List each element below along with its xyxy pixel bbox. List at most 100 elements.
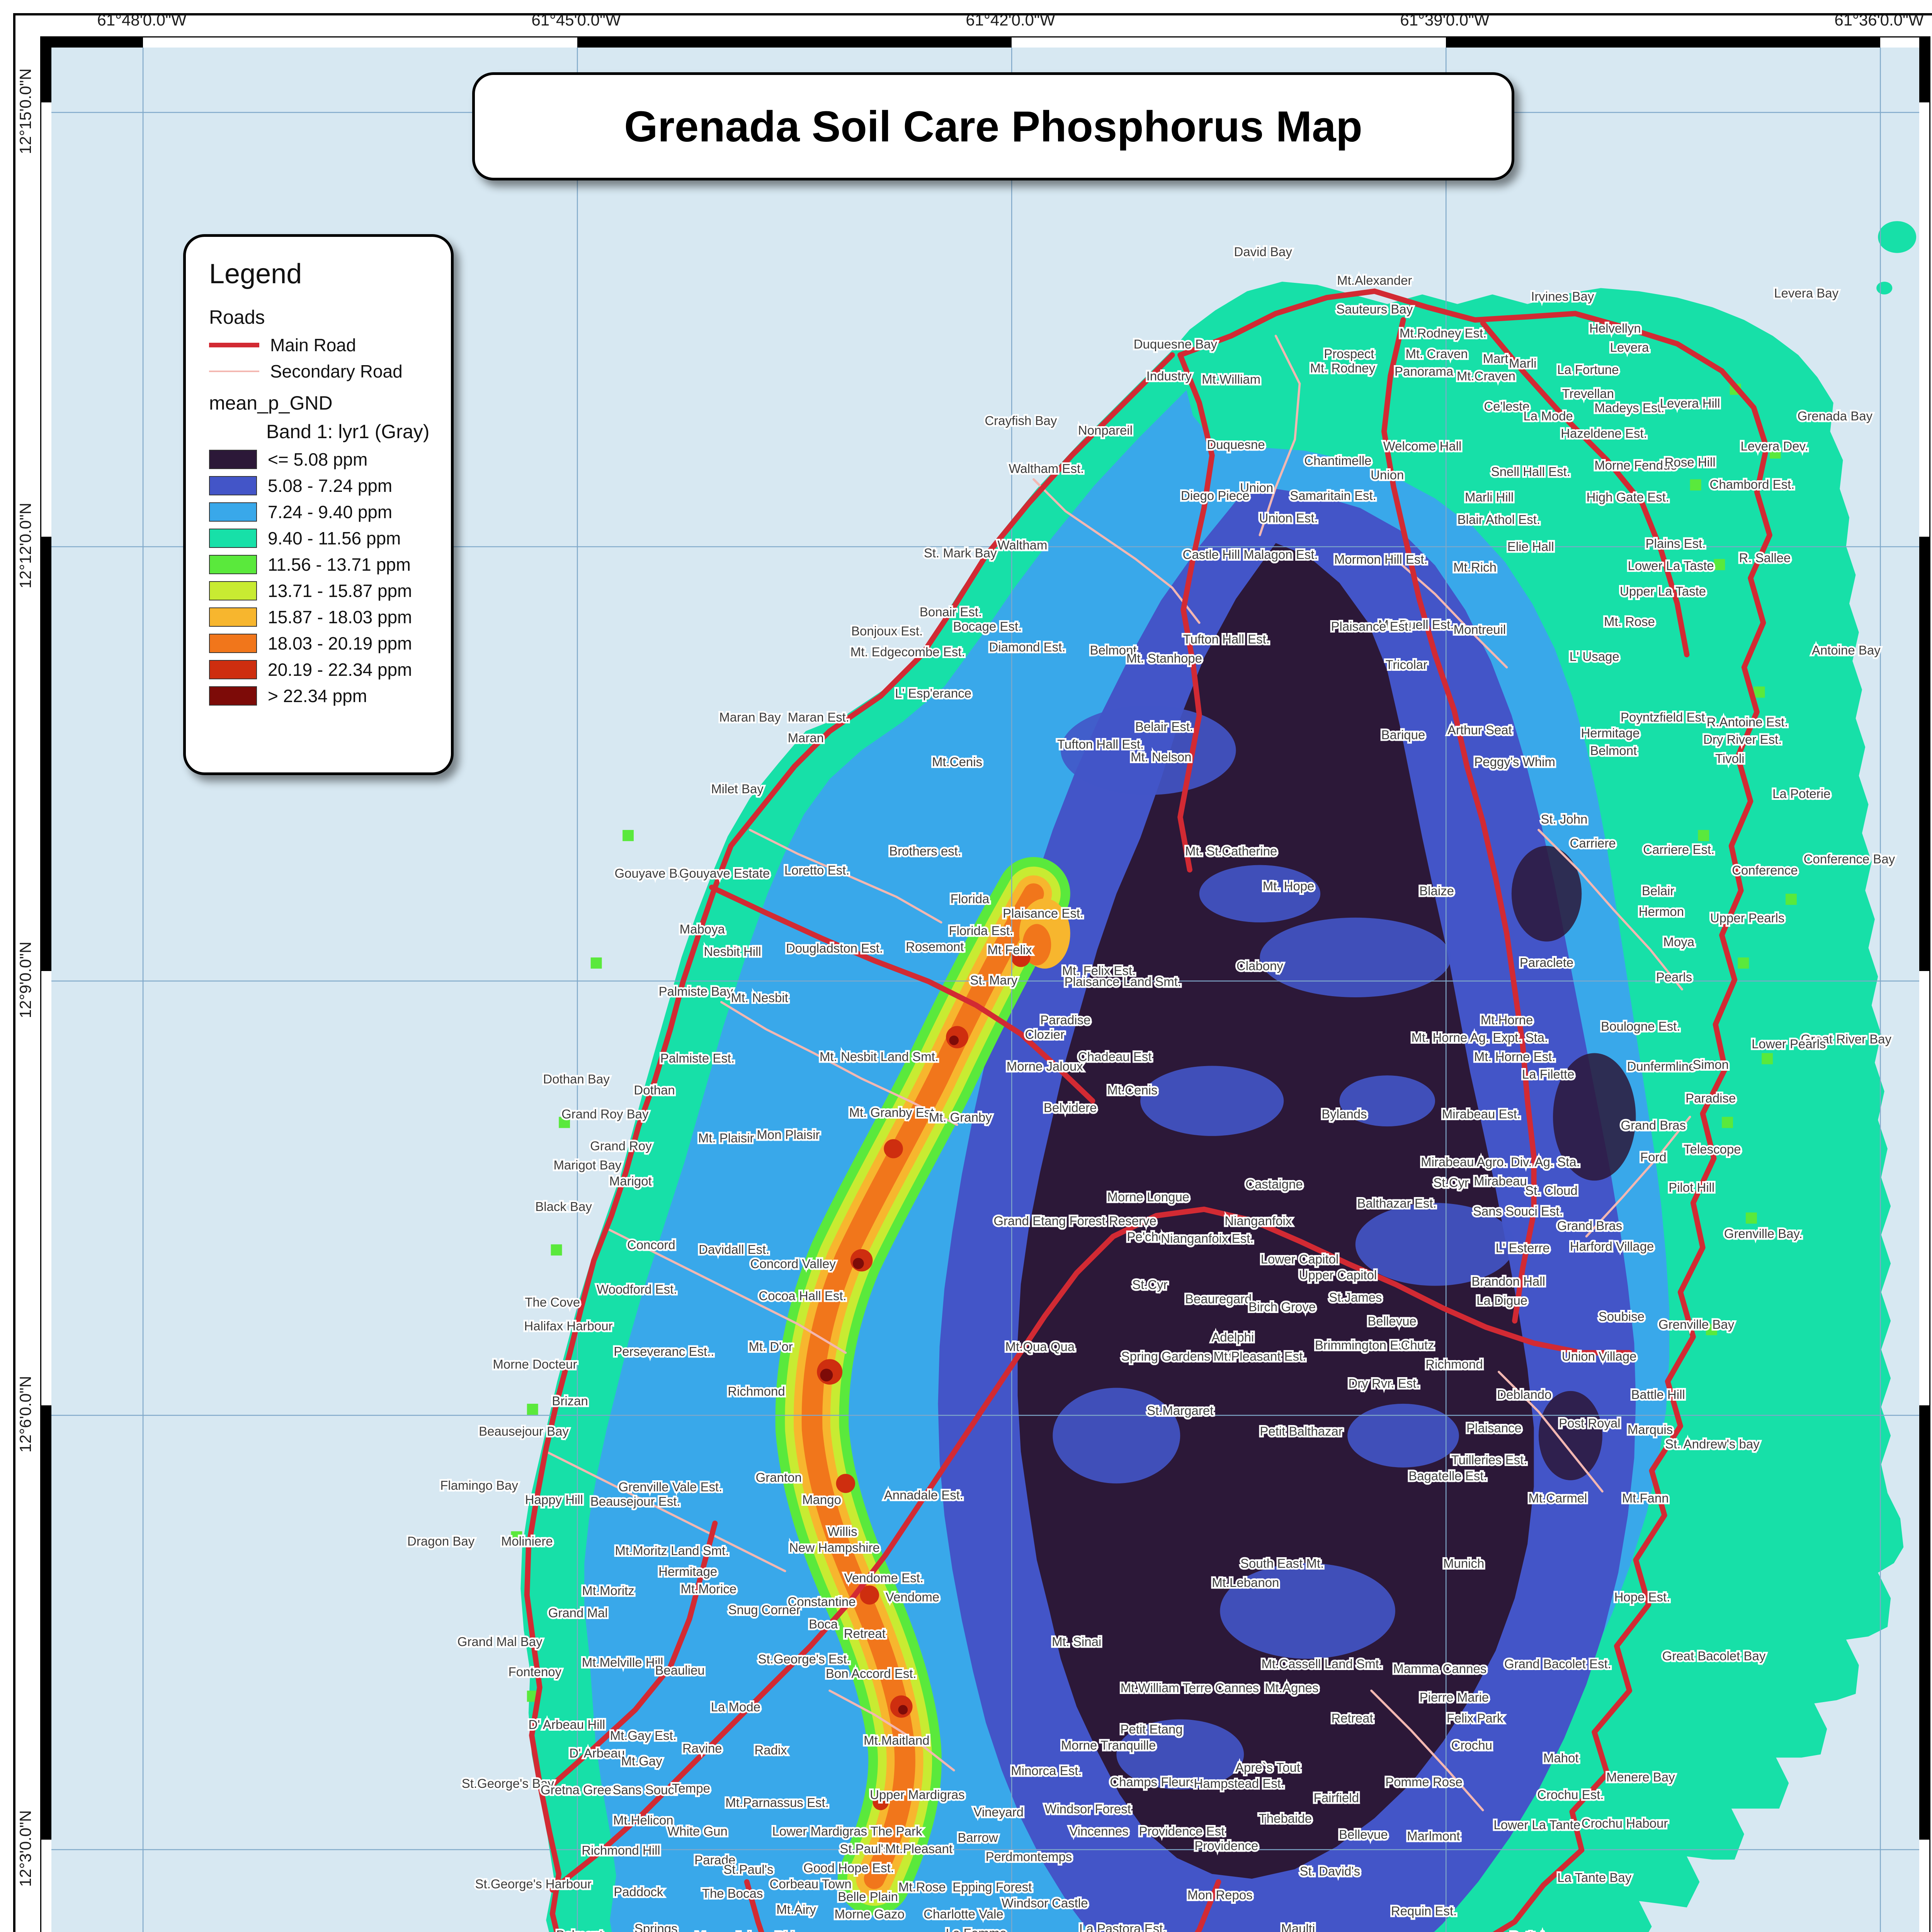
map-label: Blaize <box>1419 884 1454 898</box>
map-label: Lower La Tante <box>1493 1818 1580 1832</box>
raster-green-speckle <box>1769 447 1781 459</box>
map-label: Grenville Bay <box>1658 1317 1735 1332</box>
map-label: Ravine <box>682 1741 722 1755</box>
raster-blue-patch <box>1199 865 1321 923</box>
secondary-road <box>1370 1689 1484 1811</box>
map-label: L' Usage <box>1570 650 1619 664</box>
map-label: Windsor Castle <box>1002 1896 1088 1910</box>
legend-class-label: 9.40 - 11.56 ppm <box>268 528 401 548</box>
map-label: St. Cloud <box>1525 1184 1578 1198</box>
map-label: Retreat <box>1331 1711 1373 1725</box>
map-label: Munich <box>1443 1556 1484 1571</box>
map-label: Elie Hall <box>1507 539 1554 554</box>
secondary-road <box>1259 335 1301 536</box>
map-label: Brandon Hall <box>1471 1274 1545 1289</box>
ridge-red-spot <box>1011 948 1031 967</box>
map-label: Mormon Hill Est. <box>1334 552 1428 566</box>
map-label: Petit Etang <box>1120 1722 1182 1736</box>
main-road <box>1381 317 1537 1324</box>
title-box: Grenada Soil Care Phosphorus Map <box>472 72 1514 180</box>
map-label: St.Margaret <box>1147 1403 1213 1418</box>
map-label: Flamingo Bay <box>440 1478 518 1493</box>
legend-class-item: 15.87 - 18.03 ppm <box>209 607 435 628</box>
map-label: Tuilleries Est. <box>1451 1453 1527 1467</box>
map-label: St.James <box>1329 1290 1382 1304</box>
map-label: Waltham <box>998 538 1048 552</box>
map-label: Mt. Hope <box>1263 879 1315 893</box>
map-label: Castle Hill Malagon Est. <box>1183 548 1318 562</box>
map-label: Providence <box>1194 1838 1258 1853</box>
map-label: Morne Gazo <box>835 1907 905 1921</box>
map-label: Tufton Hall Est. <box>1057 737 1144 752</box>
map-label: Tivoli <box>1715 752 1745 766</box>
map-label: Dragon Bay <box>407 1534 475 1548</box>
ridge-red-spot <box>872 1794 889 1810</box>
map-label: Samaritain Est. <box>1290 488 1376 503</box>
map-label: Mt Felix <box>987 943 1032 957</box>
map-label: Mt. Nesbit <box>731 990 788 1005</box>
map-label: Montreuil <box>1454 622 1506 637</box>
map-label: Nesbit Hill <box>704 944 761 959</box>
map-label: Mt.Helicon <box>613 1813 673 1827</box>
map-label: Marquis <box>1628 1422 1673 1437</box>
map-label: Mt.Gay <box>621 1754 662 1768</box>
map-label: Mt.Gay Est. <box>610 1728 677 1743</box>
map-label: Paraclete <box>1520 956 1573 970</box>
raster-dark-patch <box>1553 1053 1636 1181</box>
map-label: Mt. D'or <box>748 1340 793 1354</box>
legend-class-item: > 22.34 ppm <box>209 685 435 706</box>
map-label: Grenada Bay <box>1798 409 1873 423</box>
map-label: Minorca Est. <box>1011 1764 1082 1778</box>
raster-green-speckle <box>511 1531 522 1543</box>
map-label: Concord Valley <box>750 1257 836 1271</box>
map-label: Pearls <box>1656 970 1692 984</box>
map-label: Chantimelle <box>1304 453 1371 468</box>
map-label: Mon Plaisir <box>757 1128 820 1142</box>
raster-blue-patch <box>1355 1203 1515 1286</box>
map-label: Conference Bay <box>1804 852 1895 866</box>
map-label: Barique <box>1381 728 1425 742</box>
map-label: Mt.Rodney Est. <box>1400 326 1486 340</box>
map-label: Mt.Moritz Land Smt. <box>615 1544 729 1558</box>
map-label: Peggy's Whim <box>1474 755 1555 769</box>
legend-class-label: 11.56 - 13.71 ppm <box>268 554 411 575</box>
map-label: David Bay <box>1234 245 1293 259</box>
raster-blue-patch <box>1053 1388 1180 1484</box>
map-label: Plains Est. <box>1646 536 1706 551</box>
map-label: Mt.Alexander <box>1337 273 1412 287</box>
legend-class-item: 5.08 - 7.24 ppm <box>209 475 435 496</box>
map-label: Mt.Carmel <box>1528 1491 1587 1505</box>
secondary-road <box>545 1450 786 1572</box>
map-label: St.Paul's <box>840 1842 889 1856</box>
map-label: Mango <box>802 1493 841 1507</box>
raster-blue-patch <box>1260 917 1451 998</box>
map-label: Good Hope Est. <box>803 1861 894 1875</box>
map-label: Simon <box>1693 1058 1729 1072</box>
map-label: Union <box>1371 468 1404 482</box>
raster-green-speckle <box>1706 1324 1717 1335</box>
map-label: Vincennes <box>1069 1824 1128 1838</box>
map-label: Epping Forest <box>952 1880 1032 1894</box>
map-label: Paradise <box>1685 1091 1736 1105</box>
legend-class-item: 9.40 - 11.56 ppm <box>209 528 435 549</box>
map-label: Vendome <box>886 1590 939 1604</box>
map-label: Lower La Taste <box>1628 559 1714 573</box>
neatline-band-right <box>1919 37 1929 1932</box>
map-label: Morne Jaloux <box>1007 1059 1083 1073</box>
map-label: Morne Jaloux Ridge <box>695 1929 808 1932</box>
map-label: Pe'cher <box>1127 1230 1170 1244</box>
map-label: Union Est. <box>1259 511 1318 525</box>
map-label: Annadale Est. <box>884 1488 963 1502</box>
legend-box: Legend Roads Main Road Secondary Road mea… <box>183 234 454 775</box>
map-label: Belmont <box>556 1928 603 1932</box>
map-label: Dry River Est. <box>1703 732 1782 747</box>
map-label: Brizan <box>552 1394 588 1408</box>
map-label: Irvines Bay <box>1531 289 1594 303</box>
map-label: Sans Souci Est. <box>1473 1204 1563 1218</box>
map-label: Pilot Hill <box>1668 1180 1714 1194</box>
map-label: Happy Hill <box>525 1493 583 1507</box>
neatline-band-left <box>41 37 51 1932</box>
raster-dark-patch <box>1538 1391 1602 1480</box>
raster-green-speckle <box>1722 1117 1733 1128</box>
map-label: Clabony <box>1236 959 1284 973</box>
